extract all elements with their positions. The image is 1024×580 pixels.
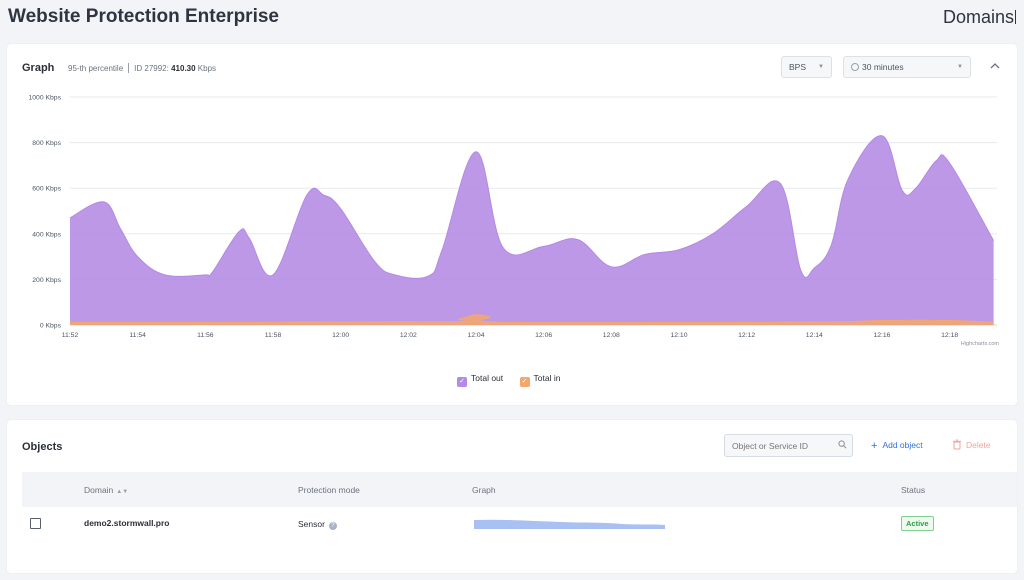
objects-card: Objects + Add object Delete Domain▲▼ Prot…: [7, 420, 1017, 573]
divider: [128, 63, 130, 73]
series-line-total-out: [69, 135, 995, 279]
add-object-button[interactable]: + Add object: [871, 440, 923, 452]
objects-title: Objects: [22, 441, 63, 453]
status-badge: Active: [901, 516, 934, 531]
dropdown-arrow-icon: ▼: [957, 64, 963, 70]
x-tick-label: 11:52: [62, 332, 79, 339]
y-tick-label: 1000 Kbps: [28, 95, 61, 102]
y-tick-label: 600 Kbps: [32, 186, 61, 193]
help-icon[interactable]: ?: [328, 522, 337, 530]
checkbox-icon: ✓: [519, 377, 530, 387]
metric-select-value: BPS: [789, 62, 807, 72]
plus-icon: +: [871, 440, 878, 452]
column-header-status: Status: [901, 485, 926, 495]
add-object-label: Add object: [882, 440, 923, 450]
chart-legend: ✓ Total out ✓ Total in: [457, 373, 574, 387]
y-tick-label: 200 Kbps: [32, 277, 61, 284]
table-header: Domain ▲▼ Protection mode Graph Status: [22, 472, 1017, 507]
legend-item-total-out[interactable]: ✓ Total out: [457, 373, 503, 387]
id-label: ID 27992:: [134, 64, 169, 73]
table-row[interactable]: demo2.stormwall.pro Sensor? Active: [22, 507, 1017, 540]
y-tick-label: 800 Kbps: [32, 140, 61, 147]
legend-label: Total out: [471, 373, 504, 383]
page-title: Website Protection Enterprise: [8, 6, 279, 27]
x-tick-label: 11:54: [129, 332, 146, 339]
x-tick-label: 12:04: [467, 332, 484, 339]
text-cursor: [1015, 10, 1016, 24]
legend-item-total-in[interactable]: ✓ Total in: [519, 373, 561, 387]
sparkline-area: [474, 519, 665, 529]
x-tick-label: 11:58: [265, 332, 282, 339]
x-tick-label: 12:02: [400, 332, 417, 339]
percentile-value: 410.30: [171, 64, 196, 73]
row-checkbox[interactable]: [30, 518, 41, 529]
x-tick-label: 12:00: [332, 332, 349, 339]
percentile-info: 95-th percentile ID 27992: 410.30 Kbps: [68, 63, 216, 73]
domains-link[interactable]: Domains: [943, 7, 1016, 28]
percentile-unit: Kbps: [197, 64, 217, 73]
clock-icon: [851, 63, 859, 71]
domain-cell[interactable]: demo2.stormwall.pro: [84, 518, 170, 528]
x-tick-label: 12:14: [806, 332, 823, 339]
search-icon[interactable]: [838, 440, 847, 449]
chevron-up-icon[interactable]: [989, 61, 1001, 73]
percentile-label: 95-th percentile: [68, 64, 124, 73]
y-tick-label: 0 Kbps: [40, 323, 62, 330]
traffic-chart: 0 Kbps 200 Kbps 400 Kbps 600 Kbps 800 Kbps 10…: [28, 95, 1000, 348]
x-tick-label: 12:16: [873, 332, 890, 339]
sort-icon[interactable]: ▲▼: [116, 489, 129, 495]
x-tick-label: 11:56: [197, 332, 214, 339]
domains-link-label[interactable]: Domains: [942, 7, 1014, 27]
x-tick-label: 12:08: [603, 332, 620, 339]
period-select[interactable]: 30 minutes ▼: [843, 56, 971, 78]
graph-card: Graph 95-th percentile ID 27992: 410.30 K…: [7, 44, 1017, 405]
x-tick-label: 12:10: [670, 332, 687, 339]
x-tick-label: 12:12: [738, 332, 755, 339]
period-select-value: 30 minutes: [862, 62, 904, 72]
search-input[interactable]: [724, 434, 853, 457]
protection-mode-cell: Sensor?: [298, 519, 337, 530]
column-header-domain[interactable]: Domain ▲▼: [84, 485, 128, 495]
x-tick-label: 12:06: [535, 332, 552, 339]
y-tick-label: 400 Kbps: [32, 231, 61, 238]
legend-label: Total in: [533, 373, 561, 383]
column-header-graph: Graph: [472, 485, 496, 495]
highcharts-credit: Highcharts.com: [961, 341, 1000, 347]
delete-label: Delete: [966, 440, 991, 450]
protection-mode-label: Sensor: [298, 519, 325, 529]
graph-title: Graph: [22, 62, 55, 74]
dropdown-arrow-icon: ▼: [818, 64, 824, 70]
series-line-total-in: [69, 314, 994, 324]
delete-button[interactable]: Delete: [952, 439, 991, 450]
trash-icon: [953, 439, 961, 450]
column-header-protection-mode: Protection mode: [298, 485, 360, 495]
checkbox-icon: ✓: [457, 377, 467, 387]
metric-select[interactable]: BPS ▼: [781, 56, 832, 78]
column-label: Domain: [84, 485, 114, 495]
sparkline-graph: [474, 519, 665, 529]
x-tick-label: 12:18: [941, 332, 958, 339]
series-area-total-out: [70, 135, 994, 325]
